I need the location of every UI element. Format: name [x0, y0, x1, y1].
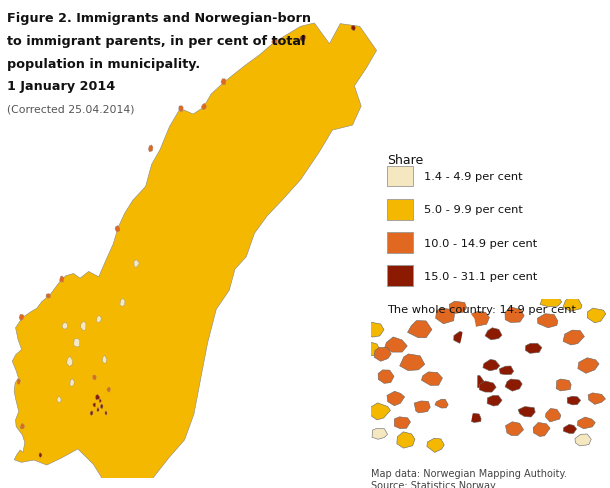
Text: 1 January 2014: 1 January 2014	[7, 80, 115, 93]
Polygon shape	[39, 453, 42, 458]
Polygon shape	[19, 314, 24, 321]
Text: Map data: Norwegian Mapping Authoity.
Source: Statistics Norway.: Map data: Norwegian Mapping Authoity. So…	[371, 469, 567, 488]
Polygon shape	[427, 438, 444, 452]
Polygon shape	[400, 354, 425, 370]
Polygon shape	[577, 417, 595, 429]
Polygon shape	[300, 35, 306, 42]
Polygon shape	[100, 404, 103, 408]
Polygon shape	[414, 401, 430, 413]
Polygon shape	[467, 413, 481, 423]
Text: 10.0 - 14.9 per cent: 10.0 - 14.9 per cent	[424, 239, 537, 248]
Polygon shape	[540, 294, 562, 307]
Polygon shape	[435, 399, 448, 408]
Polygon shape	[74, 338, 80, 347]
Polygon shape	[148, 145, 153, 152]
Polygon shape	[385, 337, 407, 352]
Polygon shape	[505, 379, 522, 391]
Polygon shape	[66, 356, 73, 366]
Polygon shape	[90, 411, 93, 415]
Polygon shape	[271, 38, 277, 45]
Polygon shape	[120, 298, 125, 306]
Polygon shape	[351, 25, 356, 31]
Polygon shape	[563, 425, 576, 433]
Polygon shape	[107, 387, 110, 392]
Polygon shape	[96, 394, 100, 400]
Polygon shape	[407, 321, 432, 338]
Polygon shape	[81, 321, 86, 331]
Polygon shape	[12, 23, 376, 488]
Polygon shape	[563, 297, 582, 311]
Polygon shape	[57, 396, 61, 403]
Polygon shape	[93, 403, 96, 407]
Polygon shape	[378, 370, 394, 384]
Polygon shape	[115, 225, 120, 232]
Polygon shape	[471, 311, 489, 326]
Polygon shape	[17, 379, 21, 384]
Polygon shape	[97, 407, 99, 411]
Polygon shape	[505, 307, 524, 323]
Polygon shape	[368, 403, 390, 420]
Polygon shape	[201, 103, 207, 110]
Text: Share: Share	[387, 154, 423, 167]
Polygon shape	[394, 417, 411, 428]
Text: 15.0 - 31.1 per cent: 15.0 - 31.1 per cent	[424, 272, 537, 282]
Text: Figure 2. Immigrants and Norwegian-born: Figure 2. Immigrants and Norwegian-born	[7, 12, 311, 25]
Text: 5.0 - 9.9 per cent: 5.0 - 9.9 per cent	[424, 205, 523, 215]
Polygon shape	[588, 393, 606, 405]
Polygon shape	[70, 379, 74, 386]
Text: to immigrant parents, in per cent of total: to immigrant parents, in per cent of tot…	[7, 35, 306, 48]
Polygon shape	[464, 375, 484, 388]
Polygon shape	[567, 396, 581, 405]
Text: The whole country: 14.9 per cent: The whole country: 14.9 per cent	[387, 305, 576, 314]
Polygon shape	[60, 276, 64, 282]
Polygon shape	[545, 408, 561, 422]
Polygon shape	[587, 308, 606, 323]
Polygon shape	[442, 312, 479, 445]
Polygon shape	[360, 341, 379, 356]
Polygon shape	[179, 106, 183, 111]
Polygon shape	[364, 323, 384, 337]
Polygon shape	[102, 356, 107, 363]
Polygon shape	[99, 399, 101, 403]
Polygon shape	[436, 308, 454, 324]
Polygon shape	[575, 434, 591, 446]
Polygon shape	[563, 330, 584, 345]
Polygon shape	[62, 322, 68, 329]
Polygon shape	[485, 328, 502, 340]
Polygon shape	[525, 344, 542, 353]
Polygon shape	[96, 315, 101, 323]
Polygon shape	[372, 428, 387, 439]
Text: (Corrected 25.04.2014): (Corrected 25.04.2014)	[7, 104, 135, 114]
Polygon shape	[397, 432, 415, 448]
Polygon shape	[537, 314, 558, 328]
Polygon shape	[533, 423, 550, 436]
Text: population in municipality.: population in municipality.	[7, 58, 201, 71]
Polygon shape	[454, 331, 470, 343]
Polygon shape	[556, 379, 571, 391]
Text: 1.4 - 4.9 per cent: 1.4 - 4.9 per cent	[424, 172, 523, 182]
Polygon shape	[46, 293, 51, 298]
Polygon shape	[134, 260, 139, 268]
Polygon shape	[387, 391, 404, 406]
Polygon shape	[221, 79, 226, 85]
Polygon shape	[20, 424, 24, 429]
Polygon shape	[461, 392, 473, 401]
Polygon shape	[500, 366, 514, 375]
Polygon shape	[422, 372, 442, 386]
Polygon shape	[105, 411, 107, 415]
Polygon shape	[483, 359, 500, 371]
Polygon shape	[518, 407, 535, 417]
Polygon shape	[449, 301, 467, 313]
Polygon shape	[487, 395, 502, 406]
Polygon shape	[506, 422, 523, 436]
Polygon shape	[479, 381, 496, 392]
Polygon shape	[578, 358, 599, 373]
Polygon shape	[93, 375, 96, 380]
Polygon shape	[374, 347, 391, 361]
